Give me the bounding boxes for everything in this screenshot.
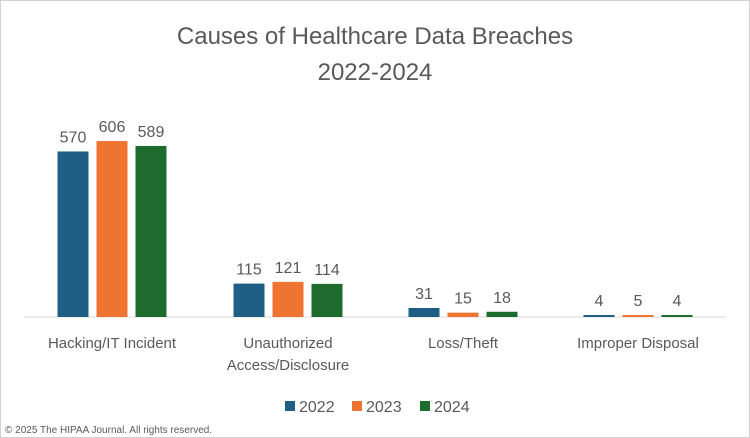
legend-swatch-2023 (352, 401, 362, 411)
category-label: Access/Disclosure (227, 357, 350, 374)
bar-2022-1 (233, 283, 265, 317)
bar-2024-2 (486, 311, 518, 317)
category-label: Hacking/IT Incident (48, 335, 177, 352)
data-label: 4 (595, 293, 604, 310)
category-label: Loss/Theft (428, 335, 499, 352)
data-label: 121 (275, 260, 302, 277)
data-label: 114 (314, 262, 340, 279)
bar-2023-2 (447, 312, 479, 317)
legend-label-2022: 2022 (299, 399, 335, 416)
data-label: 5 (634, 293, 643, 310)
copyright-footer: © 2025 The HIPAA Journal. All rights res… (5, 425, 212, 436)
legend-label-2024: 2024 (434, 399, 470, 416)
category-label: Improper Disposal (577, 335, 699, 352)
bar-2022-0 (57, 151, 89, 317)
data-label: 15 (454, 291, 472, 308)
data-label: 570 (60, 129, 87, 146)
bar-2022-2 (408, 307, 440, 317)
data-label: 18 (493, 290, 511, 307)
legend-swatch-2022 (285, 401, 295, 411)
legend-label-2023: 2023 (366, 399, 402, 416)
category-label: Unauthorized (243, 335, 332, 352)
data-label: 115 (236, 262, 262, 279)
bar-2022-3 (583, 315, 615, 317)
bar-2023-1 (272, 281, 304, 317)
data-label: 589 (138, 124, 165, 141)
chart-title: Causes of Healthcare Data Breaches (177, 23, 573, 50)
legend-swatch-2024 (420, 401, 430, 411)
data-label: 606 (99, 119, 126, 136)
bar-2024-3 (661, 315, 693, 317)
data-label: 4 (673, 293, 682, 310)
bar-2023-3 (622, 315, 654, 317)
bar-2024-0 (135, 145, 167, 317)
bar-2023-0 (96, 141, 128, 317)
bar-2024-1 (311, 283, 343, 317)
data-label: 31 (415, 286, 433, 303)
chart-subtitle: 2022-2024 (318, 59, 433, 86)
